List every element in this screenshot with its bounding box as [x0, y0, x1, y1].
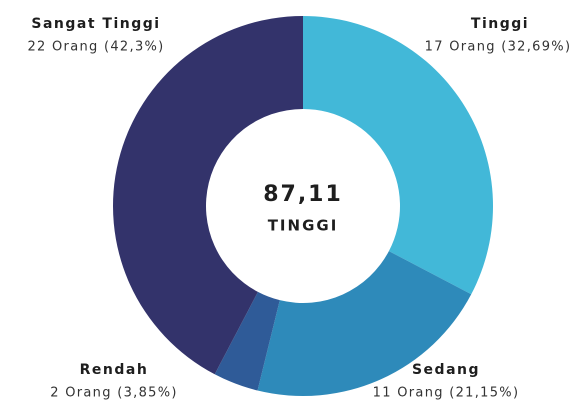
slice-name: Sedang [412, 362, 480, 378]
slice-name: Tinggi [471, 16, 529, 32]
slice [257, 251, 472, 396]
center-label: TINGGI [268, 217, 339, 235]
slice-value-label: 22 Orang (42,3%) [27, 40, 164, 55]
slice-name: Sangat Tinggi [31, 16, 160, 32]
slice [214, 291, 280, 391]
slice [112, 16, 303, 375]
center-value: 87,11 [263, 182, 343, 207]
slice-name: Rendah [80, 362, 149, 378]
slice-value-label: 2 Orang (3,85%) [50, 386, 178, 401]
slice-value-label: 11 Orang (21,15%) [373, 386, 520, 401]
slice [303, 16, 493, 295]
slice-value-label: 17 Orang (32,69%) [425, 40, 572, 55]
